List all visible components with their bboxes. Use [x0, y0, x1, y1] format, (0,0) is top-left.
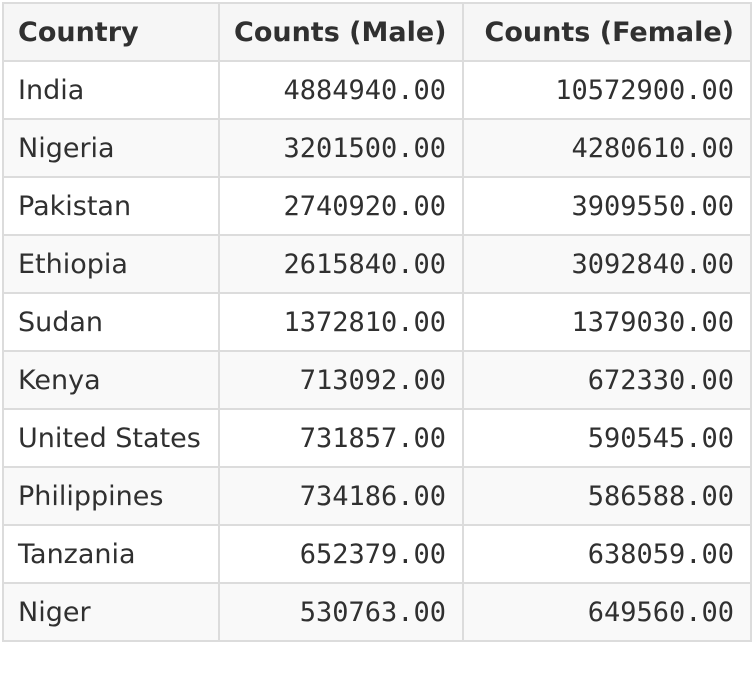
- table-body: India 4884940.00 10572900.00 Nigeria 3201500…: [2, 60, 752, 642]
- cell-counts-female: 590545.00: [462, 408, 752, 468]
- table-row: Sudan 1372810.00 1379030.00: [2, 292, 752, 352]
- cell-country: United States: [2, 408, 220, 468]
- cell-counts-male: 652379.00: [218, 524, 464, 584]
- cell-counts-male: 731857.00: [218, 408, 464, 468]
- cell-country: Sudan: [2, 292, 220, 352]
- cell-counts-male: 530763.00: [218, 582, 464, 642]
- cell-country: Nigeria: [2, 118, 220, 178]
- cell-counts-female: 638059.00: [462, 524, 752, 584]
- cell-counts-male: 4884940.00: [218, 60, 464, 120]
- table-row: Pakistan 2740920.00 3909550.00: [2, 176, 752, 236]
- cell-counts-female: 586588.00: [462, 466, 752, 526]
- cell-counts-male: 2615840.00: [218, 234, 464, 294]
- cell-country: Pakistan: [2, 176, 220, 236]
- cell-country: Tanzania: [2, 524, 220, 584]
- cell-counts-female: 1379030.00: [462, 292, 752, 352]
- cell-country: Kenya: [2, 350, 220, 410]
- cell-counts-male: 2740920.00: [218, 176, 464, 236]
- cell-counts-female: 3092840.00: [462, 234, 752, 294]
- table-header-row: Country Counts (Male) Counts (Female): [2, 2, 752, 62]
- cell-country: Philippines: [2, 466, 220, 526]
- table-row: United States 731857.00 590545.00: [2, 408, 752, 468]
- cell-country: Niger: [2, 582, 220, 642]
- cell-counts-male: 713092.00: [218, 350, 464, 410]
- data-table: Country Counts (Male) Counts (Female) In…: [2, 2, 752, 642]
- table-row: India 4884940.00 10572900.00: [2, 60, 752, 120]
- table-row: Philippines 734186.00 586588.00: [2, 466, 752, 526]
- cell-counts-male: 734186.00: [218, 466, 464, 526]
- cell-counts-female: 10572900.00: [462, 60, 752, 120]
- table-row: Ethiopia 2615840.00 3092840.00: [2, 234, 752, 294]
- cell-counts-female: 672330.00: [462, 350, 752, 410]
- table-row: Nigeria 3201500.00 4280610.00: [2, 118, 752, 178]
- header-counts-male: Counts (Male): [218, 2, 464, 62]
- cell-counts-female: 4280610.00: [462, 118, 752, 178]
- cell-country: India: [2, 60, 220, 120]
- cell-counts-female: 649560.00: [462, 582, 752, 642]
- cell-counts-male: 3201500.00: [218, 118, 464, 178]
- table-row: Niger 530763.00 649560.00: [2, 582, 752, 642]
- header-country: Country: [2, 2, 220, 62]
- cell-counts-female: 3909550.00: [462, 176, 752, 236]
- header-counts-female: Counts (Female): [462, 2, 752, 62]
- cell-counts-male: 1372810.00: [218, 292, 464, 352]
- table-row: Tanzania 652379.00 638059.00: [2, 524, 752, 584]
- cell-country: Ethiopia: [2, 234, 220, 294]
- table-row: Kenya 713092.00 672330.00: [2, 350, 752, 410]
